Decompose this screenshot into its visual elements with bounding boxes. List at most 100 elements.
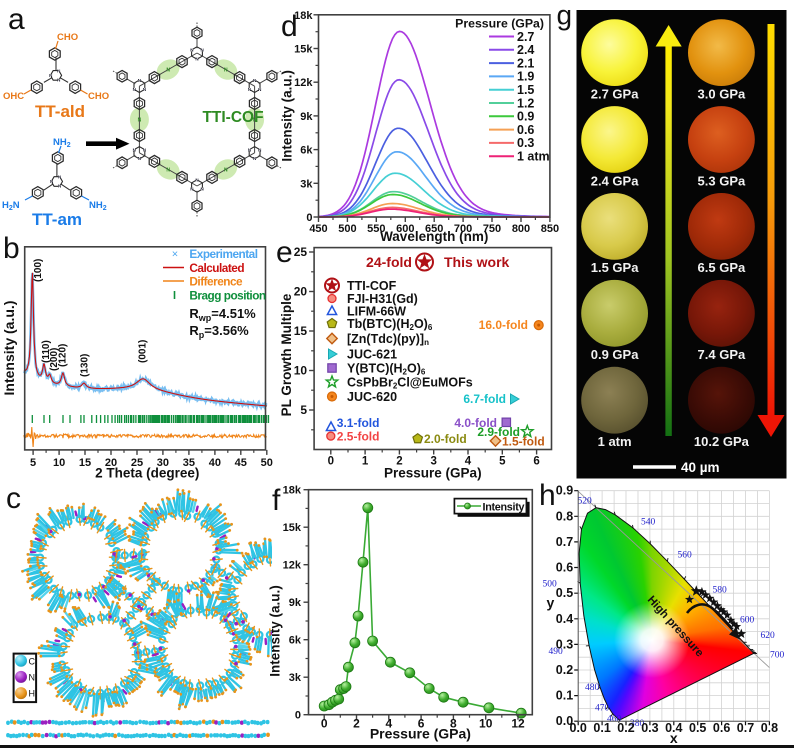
svg-text:0: 0 [306,212,312,224]
svg-text:N: N [29,672,36,682]
svg-text:580: 580 [713,586,728,596]
svg-text:25: 25 [294,245,308,259]
svg-text:×: × [172,249,178,261]
svg-text:6.7-fold: 6.7-fold [463,392,506,406]
svg-text:N: N [224,167,228,173]
svg-text:d: d [281,10,298,43]
svg-text:600: 600 [396,223,414,235]
svg-text:0.9: 0.9 [556,484,573,498]
svg-text:Rp=3.56%: Rp=3.56% [189,323,249,340]
svg-text:Intensity (a.u.): Intensity (a.u.) [1,301,17,396]
svg-text:Rwp=4.51%: Rwp=4.51% [189,306,256,323]
svg-text:N: N [143,147,146,152]
svg-text:560: 560 [678,551,693,561]
svg-text:0.4: 0.4 [556,612,573,626]
svg-text:9k: 9k [289,597,302,609]
svg-text:0.2: 0.2 [617,721,634,735]
svg-text:N: N [50,179,53,184]
svg-text:N: N [200,48,203,53]
svg-text:1.5-fold: 1.5-fold [502,435,545,449]
svg-text:e: e [276,236,293,269]
svg-text:1.5: 1.5 [517,83,534,97]
svg-text:2.4 GPa: 2.4 GPa [591,173,639,188]
svg-text:16.0-fold: 16.0-fold [479,318,528,332]
svg-text:2.9-fold: 2.9-fold [477,425,520,439]
svg-text:0.3: 0.3 [517,136,534,150]
svg-text:Difference: Difference [189,275,243,289]
svg-text:1: 1 [362,456,369,468]
svg-text:6k: 6k [289,635,302,647]
svg-text:50: 50 [261,457,273,469]
svg-text:TT-am: TT-am [32,210,82,229]
svg-text:N: N [138,78,141,83]
svg-text:0.1: 0.1 [556,689,573,703]
svg-text:Experimental: Experimental [189,247,257,261]
svg-text:N: N [248,87,251,92]
svg-text:0.6: 0.6 [556,561,573,575]
svg-text:2.7: 2.7 [517,30,534,44]
svg-text:Intensity: Intensity [483,501,525,513]
svg-text:520: 520 [578,497,593,507]
svg-text:0.3: 0.3 [556,637,573,651]
svg-text:4: 4 [385,717,392,731]
svg-text:12k: 12k [283,560,302,572]
svg-text:N: N [133,147,136,152]
svg-text:3.1-fold: 3.1-fold [337,416,380,430]
svg-text:18k: 18k [283,485,302,497]
svg-text:2.4: 2.4 [517,43,534,57]
svg-text:N: N [253,118,257,124]
svg-text:2.1: 2.1 [517,56,534,70]
svg-text:N: N [253,78,256,83]
svg-text:0.7: 0.7 [556,535,573,549]
svg-text:12: 12 [511,717,525,731]
svg-text:45: 45 [235,457,247,469]
svg-text:(001): (001) [138,340,149,363]
svg-text:500: 500 [338,223,356,235]
svg-text:0.8: 0.8 [556,509,573,523]
svg-text:600: 600 [740,616,755,626]
svg-text:0.0: 0.0 [556,714,573,728]
svg-text:4: 4 [465,456,472,468]
svg-text:2.7 GPa: 2.7 GPa [591,86,639,101]
svg-text:3k: 3k [289,672,302,684]
svg-text:6.5 GPa: 6.5 GPa [698,260,746,275]
svg-text:NH2: NH2 [53,137,71,149]
svg-text:CHO: CHO [57,32,78,43]
svg-text:3.0 GPa: 3.0 GPa [698,86,746,101]
svg-text:N: N [224,68,228,74]
svg-text:490: 490 [549,647,564,657]
svg-text:N: N [138,156,141,161]
svg-text:6: 6 [418,717,425,731]
svg-text:H: H [29,689,36,699]
svg-text:15: 15 [294,324,308,338]
svg-text:550: 550 [367,223,385,235]
svg-text:PL Growth Multiple: PL Growth Multiple [279,293,294,416]
svg-text:10: 10 [294,364,308,378]
svg-text:6: 6 [533,456,539,468]
svg-text:FJI-H31(Gd): FJI-H31(Gd) [347,292,418,306]
svg-text:0.6: 0.6 [517,123,534,137]
svg-text:Intensity (a.u.): Intensity (a.u.) [268,585,283,677]
svg-text:20: 20 [105,457,117,469]
svg-text:N: N [195,178,198,183]
svg-text:1.5 GPa: 1.5 GPa [591,260,639,275]
svg-text:1.2: 1.2 [517,96,534,110]
svg-text:0: 0 [321,717,328,731]
svg-text:10.2 GPa: 10.2 GPa [694,434,750,449]
svg-text:N: N [57,78,60,83]
svg-text:Pressure (GPa): Pressure (GPa) [455,17,544,31]
svg-text:0.2: 0.2 [556,663,573,677]
svg-text:1 atm: 1 atm [517,150,550,164]
svg-text:380: 380 [630,719,645,729]
svg-text:N: N [138,118,142,124]
svg-text:Pressure (GPa): Pressure (GPa) [370,726,471,742]
svg-text:750: 750 [483,223,501,235]
svg-text:0: 0 [328,456,334,468]
svg-text:C: C [29,656,36,666]
svg-text:5: 5 [300,403,307,417]
svg-text:450: 450 [309,223,327,235]
svg-text:b: b [3,232,20,265]
svg-text:2 Theta (degree): 2 Theta (degree) [95,466,199,481]
svg-text:700: 700 [454,223,472,235]
svg-text:f: f [272,484,281,517]
